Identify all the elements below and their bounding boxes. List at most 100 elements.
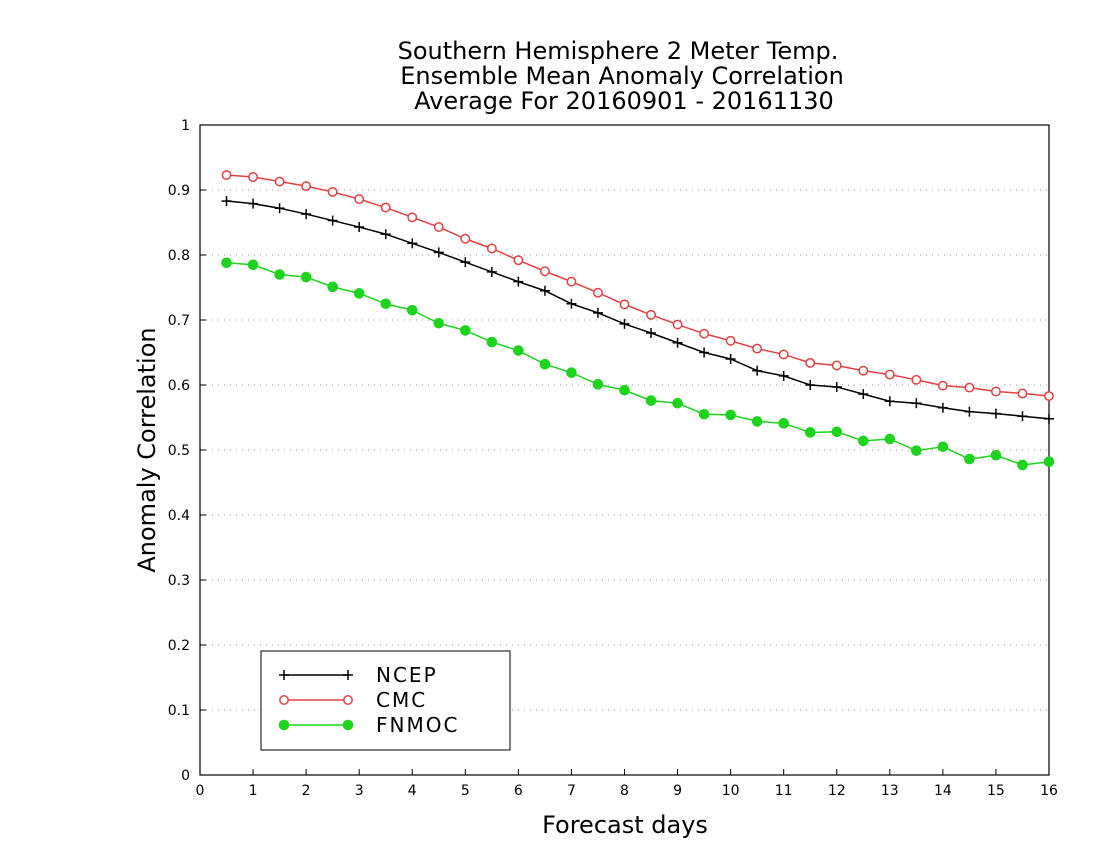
- data-point-cmc: [327, 187, 338, 197]
- data-point-ncep: [301, 209, 312, 220]
- legend-label-fnmoc: FNMOC: [376, 713, 459, 737]
- data-point-fnmoc: [274, 269, 285, 280]
- data-point-cmc: [619, 299, 630, 310]
- data-point-cmc: [646, 309, 656, 320]
- data-point-cmc: [301, 181, 312, 192]
- legend-item-fnmoc: FNMOC: [278, 713, 459, 737]
- data-point-cmc: [407, 212, 418, 223]
- data-point-cmc: [539, 266, 550, 277]
- data-point-cmc: [1017, 388, 1028, 399]
- chart-title-line-3: Average For 20160901 - 20161130: [414, 87, 834, 115]
- x-tick-label: 9: [673, 783, 682, 799]
- x-tick-label: 11: [775, 783, 793, 799]
- data-point-ncep: [486, 266, 497, 277]
- data-point-cmc: [513, 255, 524, 266]
- data-point-ncep: [699, 347, 710, 358]
- series-layer: [221, 170, 1055, 471]
- data-point-ncep: [725, 354, 736, 364]
- data-point-cmc: [831, 360, 842, 371]
- y-tick-label: 0.4: [168, 508, 190, 524]
- data-point-ncep: [805, 380, 816, 390]
- data-point-fnmoc: [486, 336, 498, 348]
- data-point-fnmoc: [433, 317, 445, 329]
- data-point-ncep: [513, 276, 524, 287]
- data-point-fnmoc: [725, 409, 736, 421]
- data-point-fnmoc: [247, 259, 259, 271]
- data-point-fnmoc: [539, 358, 551, 370]
- data-point-fnmoc: [406, 304, 418, 316]
- y-tick-label: 0.3: [168, 573, 190, 589]
- data-point-fnmoc: [990, 449, 1002, 461]
- data-point-cmc: [566, 276, 577, 287]
- data-point-cmc: [911, 374, 922, 385]
- data-point-cmc: [486, 243, 497, 254]
- data-point-cmc: [221, 170, 232, 181]
- y-tick-label: 1: [181, 118, 190, 134]
- data-point-ncep: [1044, 413, 1054, 424]
- y-tick-label: 0.9: [168, 183, 190, 199]
- data-point-fnmoc: [619, 384, 630, 396]
- legend-item-ncep: NCEP: [279, 663, 436, 687]
- data-point-ncep: [964, 406, 975, 417]
- legend-label-cmc: CMC: [376, 688, 427, 712]
- x-tick-label: 8: [620, 783, 629, 799]
- data-point-fnmoc: [645, 395, 657, 406]
- data-point-fnmoc: [1017, 459, 1028, 471]
- data-point-cmc: [964, 382, 975, 393]
- series-line-fnmoc: [226, 262, 1050, 466]
- data-point-cmc: [752, 343, 763, 354]
- data-point-cmc: [805, 357, 816, 368]
- data-point-ncep: [646, 328, 657, 338]
- data-point-cmc: [937, 380, 948, 391]
- y-tick-label: 0.2: [168, 638, 190, 654]
- x-tick-label: 2: [302, 783, 311, 799]
- y-axis: 0 0.1 0.2 0.3 0.4 0.5 0.6 0.7 0.8 0.9 1: [168, 118, 206, 784]
- data-point-fnmoc: [937, 441, 949, 453]
- legend-marker: [342, 719, 354, 731]
- data-point-ncep: [248, 198, 259, 209]
- x-tick-label: 5: [461, 783, 470, 799]
- data-point-fnmoc: [460, 325, 471, 336]
- data-point-ncep: [407, 238, 418, 249]
- data-point-ncep: [1017, 411, 1028, 422]
- data-point-fnmoc: [698, 408, 710, 420]
- data-point-fnmoc: [380, 298, 392, 310]
- data-point-cmc: [274, 176, 285, 187]
- x-tick-label: 4: [408, 783, 417, 799]
- legend-marker: [343, 670, 353, 680]
- data-point-cmc: [460, 233, 471, 244]
- x-tick-label: 1: [249, 783, 258, 799]
- data-point-ncep: [990, 408, 1001, 419]
- data-point-ncep: [539, 285, 550, 296]
- data-point-fnmoc: [804, 427, 816, 438]
- legend-item-cmc: CMC: [279, 688, 427, 712]
- data-point-cmc: [884, 369, 895, 380]
- data-point-cmc: [380, 202, 391, 213]
- y-tick-label: 0.8: [168, 248, 190, 264]
- data-point-cmc: [248, 172, 259, 182]
- legend-marker: [279, 670, 289, 680]
- data-point-fnmoc: [964, 453, 975, 465]
- data-point-cmc: [858, 365, 869, 376]
- data-point-ncep: [221, 196, 232, 207]
- data-point-fnmoc: [353, 288, 365, 299]
- x-axis: 0 1 2 3 4 5 6 7 8 9 10 11 12 13 14 15 16: [196, 769, 1058, 799]
- x-tick-label: 7: [567, 783, 576, 799]
- data-point-fnmoc: [911, 445, 922, 456]
- x-tick-label: 3: [355, 783, 364, 799]
- data-point-fnmoc: [1043, 456, 1055, 468]
- data-point-fnmoc: [300, 271, 312, 283]
- data-point-ncep: [831, 381, 842, 392]
- data-point-ncep: [911, 398, 922, 409]
- y-tick-label: 0.7: [168, 313, 190, 329]
- data-point-ncep: [274, 203, 285, 214]
- data-point-fnmoc: [566, 367, 577, 378]
- data-point-ncep: [592, 307, 603, 318]
- data-point-fnmoc: [778, 418, 789, 429]
- y-tick-label: 0.1: [168, 703, 190, 719]
- data-point-fnmoc: [884, 433, 896, 445]
- x-tick-label: 6: [514, 783, 523, 799]
- x-axis-label: Forecast days: [542, 811, 708, 839]
- legend-marker: [279, 695, 289, 705]
